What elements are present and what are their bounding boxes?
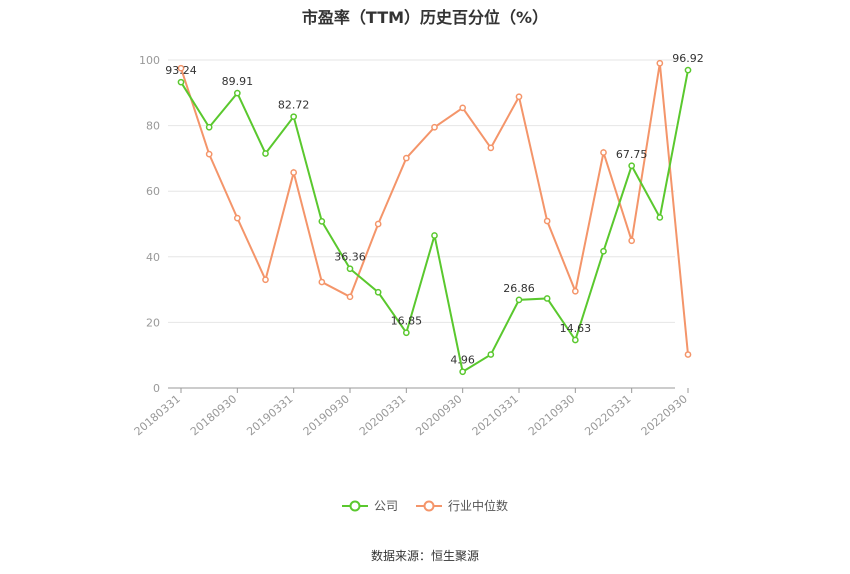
- data-point: [374, 288, 382, 296]
- series-line: [180, 69, 689, 374]
- data-point: [600, 149, 607, 156]
- x-tick-label: 20210930: [526, 392, 577, 438]
- y-tick-label: 40: [146, 251, 160, 264]
- data-point: [600, 247, 607, 255]
- data-point: [346, 293, 354, 301]
- data-point: [543, 217, 551, 225]
- data-point: [402, 329, 410, 337]
- data-label: 67.75: [616, 148, 648, 161]
- data-point: [431, 123, 438, 131]
- data-point: [290, 113, 298, 121]
- data-point: [656, 59, 664, 67]
- data-point: [290, 169, 298, 176]
- x-tick-label: 20190930: [301, 392, 352, 438]
- y-tick-label: 100: [139, 54, 160, 67]
- legend-item-industry-median[interactable]: 行业中位数: [416, 497, 508, 514]
- data-point: [515, 296, 523, 304]
- data-point: [262, 150, 269, 157]
- chart-legend: 公司 行业中位数: [0, 497, 850, 514]
- x-tick-label: 20220331: [582, 392, 633, 438]
- data-point: [205, 123, 213, 131]
- data-point: [177, 64, 185, 72]
- legend-company-marker-icon: [341, 500, 368, 511]
- data-label: 82.72: [278, 99, 310, 112]
- data-source: 数据来源：恒生聚源: [370, 549, 479, 563]
- data-point: [543, 295, 551, 302]
- y-tick-label: 60: [146, 185, 160, 198]
- legend-item-company[interactable]: 公司: [341, 497, 398, 514]
- data-point: [487, 351, 495, 358]
- data-point: [318, 218, 326, 225]
- legend-industry-marker-icon: [416, 500, 442, 511]
- data-point: [318, 278, 326, 286]
- data-point: [571, 287, 579, 295]
- data-point: [177, 78, 185, 86]
- x-tick-label: 20200331: [357, 392, 408, 438]
- data-point: [431, 232, 438, 239]
- data-point: [684, 66, 692, 74]
- x-tick-label: 20180930: [188, 392, 239, 438]
- data-label: 89.91: [222, 75, 254, 88]
- y-tick-label: 80: [146, 120, 160, 133]
- data-point: [374, 220, 382, 228]
- y-tick-label: 0: [153, 382, 160, 395]
- data-point: [346, 265, 354, 273]
- data-point: [233, 214, 241, 222]
- data-point: [571, 336, 579, 344]
- x-tick-label: 20180331: [132, 392, 183, 438]
- data-point: [515, 93, 523, 101]
- data-point: [628, 162, 636, 170]
- series-line: [180, 63, 689, 355]
- chart-title: 市盈率（TTM）历史百分位（%）: [301, 8, 549, 27]
- data-point: [262, 276, 269, 284]
- legend-company-label: 公司: [373, 499, 398, 513]
- data-label: 36.36: [334, 251, 366, 264]
- x-tick-label: 20220930: [639, 392, 690, 438]
- data-point: [628, 237, 636, 245]
- data-point: [487, 144, 495, 152]
- data-label: 96.92: [672, 52, 704, 65]
- data-point: [205, 150, 213, 158]
- x-tick-label: 20190331: [244, 392, 295, 438]
- legend-industry-label: 行业中位数: [448, 499, 509, 513]
- data-label: 16.85: [391, 315, 423, 328]
- data-label: 93.24: [165, 64, 197, 77]
- data-point: [684, 351, 692, 358]
- data-point: [459, 368, 467, 376]
- data-label: 4.96: [450, 354, 475, 367]
- data-label: 26.86: [503, 282, 535, 295]
- x-tick-label: 20210331: [470, 392, 521, 438]
- data-point: [402, 154, 410, 162]
- data-point: [656, 214, 664, 221]
- data-label: 14.63: [560, 322, 592, 335]
- x-tick-label: 20200930: [413, 392, 464, 438]
- y-tick-label: 20: [146, 316, 160, 329]
- data-point: [233, 89, 241, 97]
- data-point: [459, 104, 467, 112]
